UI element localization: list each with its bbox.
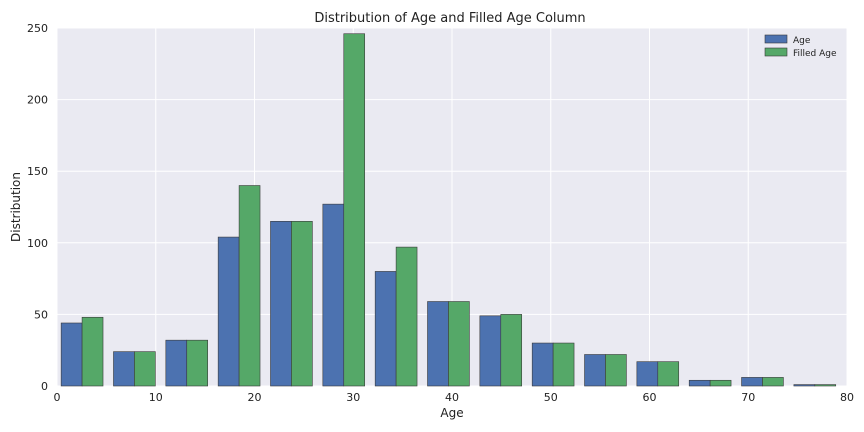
bar-age [741, 377, 763, 387]
bar-filled-age [814, 384, 837, 387]
y-tick-label: 250 [27, 22, 48, 35]
x-tick-label: 70 [741, 391, 755, 404]
bar-filled-age [186, 339, 208, 387]
y-tick-label: 50 [34, 308, 48, 321]
bar-filled-age [134, 351, 156, 387]
y-tick-label: 100 [27, 237, 48, 250]
bar-age [113, 351, 135, 387]
bar-filled-age [762, 377, 784, 387]
bar-filled-age [448, 301, 470, 387]
bar-age [636, 361, 659, 387]
bar-age [165, 339, 188, 387]
bar-filled-age [291, 221, 313, 387]
bars [60, 33, 837, 387]
x-tick-label: 60 [643, 391, 657, 404]
bar-age [374, 271, 397, 387]
x-tick-label: 20 [248, 391, 262, 404]
bar-filled-age [500, 314, 523, 387]
bar-age [427, 301, 449, 387]
bar-age [793, 384, 816, 387]
legend-swatch-age [764, 34, 788, 44]
chart-title: Distribution of Age and Filled Age Colum… [314, 11, 585, 26]
x-tick-label: 50 [544, 391, 558, 404]
bar-filled-age [552, 342, 575, 387]
bar-age [688, 379, 711, 387]
bar-age [270, 221, 292, 387]
bar-age [479, 315, 502, 387]
bar-filled-age [657, 361, 680, 387]
bar-age [584, 354, 606, 387]
bar-age [60, 322, 83, 387]
x-axis-label: Age [440, 406, 463, 420]
y-tick-label: 0 [41, 380, 48, 393]
legend: Age Filled Age [764, 34, 837, 59]
y-axis-label: Distribution [9, 172, 23, 242]
bar-filled-age [343, 33, 366, 387]
bar-age [322, 203, 345, 387]
bar-filled-age [395, 246, 418, 387]
bar-age [531, 342, 554, 387]
x-tick-labels: 0 10 20 30 40 50 60 70 80 [54, 391, 855, 404]
x-tick-label: 10 [149, 391, 163, 404]
legend-swatch-filled-age [764, 47, 788, 57]
bar-age [217, 236, 240, 387]
y-tick-label: 200 [27, 94, 48, 107]
bar-filled-age [81, 316, 104, 387]
bar-filled-age [238, 185, 261, 387]
x-tick-label: 0 [54, 391, 61, 404]
y-tick-label: 150 [27, 165, 48, 178]
y-tick-labels: 0 50 100 150 200 250 [27, 22, 48, 393]
x-tick-label: 80 [840, 391, 854, 404]
x-tick-label: 30 [346, 391, 360, 404]
x-tick-label: 40 [445, 391, 459, 404]
bar-filled-age [605, 354, 627, 387]
bar-filled-age [709, 379, 732, 387]
legend-label-filled-age: Filled Age [793, 49, 837, 59]
legend-label-age: Age [793, 36, 811, 46]
